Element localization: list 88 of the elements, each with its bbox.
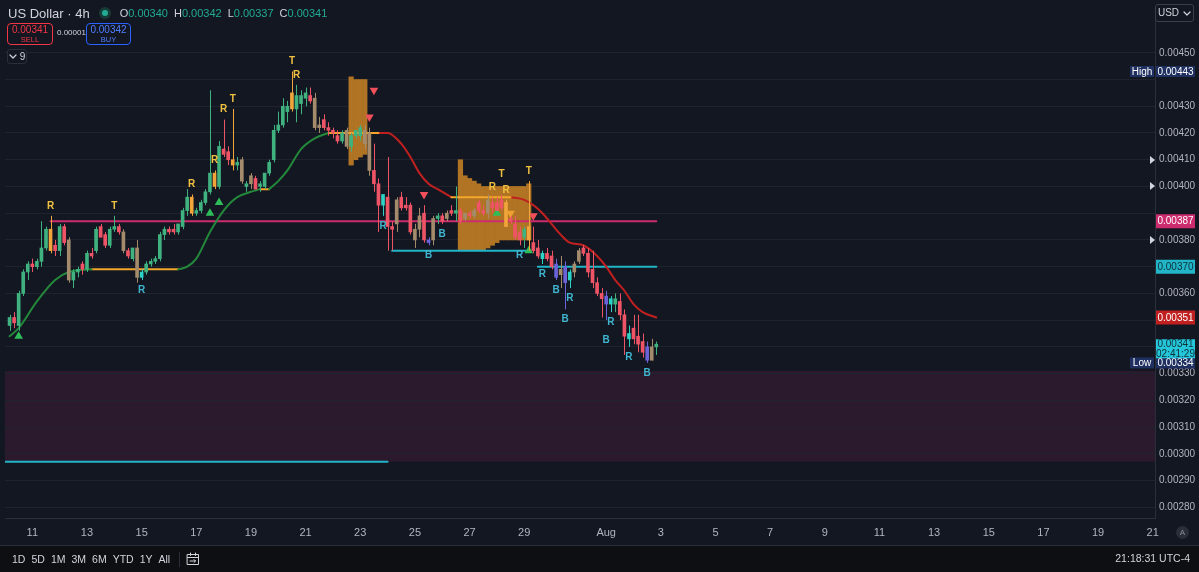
x-tick-label: 13 — [927, 525, 941, 538]
y-tick-label: 0.00380 — [1159, 233, 1196, 245]
x-tick-label: 19 — [244, 525, 258, 538]
x-tick-label: 17 — [190, 525, 203, 538]
text: 1M — [50, 552, 66, 565]
y-tick-label: 0.00410 — [1159, 153, 1196, 165]
x-tick-label: 27 — [463, 525, 476, 538]
x-tick-label: 29 — [518, 525, 531, 538]
annotation: R — [607, 315, 616, 327]
text: 02:41:29 — [1156, 347, 1196, 359]
annotation: R — [502, 183, 511, 195]
x-tick-label: 15 — [982, 525, 995, 538]
text: 0.00334 — [1157, 357, 1195, 369]
text: 0.00443 — [1157, 65, 1195, 77]
annotation: 0.00370 — [1157, 260, 1195, 272]
text: 3M — [71, 552, 87, 565]
x-tick-label: 3 — [657, 525, 664, 538]
annotation: R — [210, 154, 219, 166]
x-tick-label: 7 — [767, 525, 774, 538]
y-tick-label: 0.00430 — [1159, 100, 1196, 111]
text: 21:18:31 UTC-4 — [1115, 552, 1190, 564]
annotation: 9 — [19, 50, 26, 62]
annotation: B — [438, 227, 446, 239]
x-tick-label: 11 — [873, 525, 886, 538]
y-tick-label: 0.00280 — [1159, 501, 1196, 513]
auto-scale-button: A — [1176, 526, 1189, 539]
annotation: B — [424, 249, 433, 261]
annotation: R — [625, 350, 634, 362]
y-tick-label: 0.00310 — [1159, 420, 1196, 432]
x-tick-label: 15 — [135, 525, 148, 538]
annotation: L0.00337 — [227, 7, 274, 19]
annotation: R — [516, 249, 525, 261]
annotation: C0.00341 — [279, 7, 328, 19]
annotation: R — [188, 178, 197, 190]
text: YTD — [112, 552, 134, 565]
y-tick-label: 0.00450 — [1159, 46, 1196, 58]
y-tick-label: 0.00420 — [1159, 126, 1196, 138]
annotation: B — [602, 333, 610, 345]
collapse-button: 9 — [7, 49, 27, 64]
y-tick-label: 0.00320 — [1159, 394, 1196, 406]
annotation: T — [111, 199, 118, 211]
y-tick-label: 0.00400 — [1159, 180, 1196, 192]
currency-dropdown: USD — [1155, 4, 1194, 22]
chart-title: US Dollar · 4h — [8, 5, 90, 21]
annotation: R — [566, 291, 575, 303]
annotation: R — [379, 219, 388, 231]
x-tick-label: 25 — [408, 525, 422, 538]
x-tick-label: Aug — [596, 525, 616, 538]
annotation: Low — [1132, 357, 1152, 369]
annotation: R — [138, 283, 147, 295]
annotation: R — [538, 267, 547, 279]
text: 1Y — [139, 552, 153, 565]
text: 6M — [92, 552, 107, 565]
y-tick-label: 0.00300 — [1159, 447, 1196, 459]
annotation: 0.00342 — [90, 23, 127, 35]
annotation: 0.00001 — [57, 28, 86, 37]
x-tick-label: 9 — [821, 525, 828, 538]
annotation: T — [288, 55, 295, 67]
x-tick-label: 19 — [1091, 525, 1105, 538]
annotation: R — [46, 199, 55, 211]
y-tick-label: 0.00360 — [1159, 287, 1196, 299]
annotation: High — [1131, 65, 1153, 77]
annotation: H0.00342 — [173, 7, 222, 19]
x-tick-label: 21 — [1146, 525, 1159, 538]
y-tick-label: 0.00330 — [1159, 367, 1196, 379]
annotation: B — [561, 313, 569, 325]
x-tick-label: 5 — [712, 525, 719, 538]
y-tick-label: 0.00290 — [1159, 474, 1196, 486]
text: 1D — [12, 552, 26, 565]
annotation: 0.00387 — [1157, 215, 1195, 227]
annotation: 0.00351 — [1157, 311, 1195, 323]
annotation: B — [643, 366, 651, 378]
x-tick-label: 11 — [26, 525, 39, 538]
annotation: 0.00341 — [11, 23, 49, 35]
text: 5D — [31, 552, 45, 565]
x-tick-label: 21 — [299, 525, 312, 538]
x-tick-label: 13 — [80, 525, 94, 538]
annotation: R — [220, 103, 228, 115]
annotation: T — [229, 92, 236, 104]
annotation: T — [498, 168, 505, 180]
annotation: R — [292, 68, 301, 80]
annotation: B — [552, 283, 560, 295]
text: All — [158, 552, 171, 565]
annotation: O0.00340 — [119, 7, 168, 19]
x-tick-label: 17 — [1037, 525, 1050, 538]
text: 0.00341 — [1157, 338, 1195, 350]
x-tick-label: 23 — [354, 525, 367, 538]
annotation: T — [525, 164, 532, 176]
